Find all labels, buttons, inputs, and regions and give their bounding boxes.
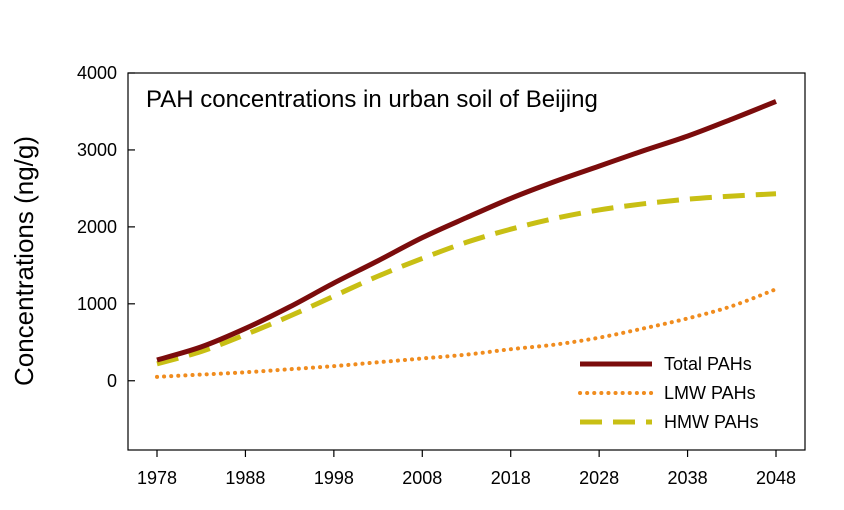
y-tick-label: 3000 (77, 140, 117, 160)
x-tick-label: 1998 (314, 468, 354, 488)
x-tick-label: 2028 (579, 468, 619, 488)
y-tick-label: 0 (107, 371, 117, 391)
legend: Total PAHs LMW PAHs HMW PAHs (578, 354, 759, 432)
legend-label-total-pahs: Total PAHs (664, 354, 752, 374)
series-lines (155, 99, 778, 379)
series-line-lmw-pahs (155, 287, 778, 379)
legend-label-lmw-pahs: LMW PAHs (664, 383, 756, 403)
series-line-total-pahs (156, 99, 777, 363)
x-tick-label: 2008 (402, 468, 442, 488)
x-tick-label: 2038 (668, 468, 708, 488)
x-tick-label: 1978 (137, 468, 177, 488)
plot-frame (127, 72, 806, 451)
legend-label-hmw-pahs: HMW PAHs (664, 412, 759, 432)
x-tick-label: 1988 (225, 468, 265, 488)
y-tick-label: 1000 (77, 294, 117, 314)
x-tick-label: 2048 (756, 468, 796, 488)
y-axis-title: Concentrations (ng/g) (9, 136, 39, 386)
y-tick-label: 4000 (77, 63, 117, 83)
x-axis: 1978 1988 1998 2008 2018 2028 2038 2048 (137, 450, 796, 488)
y-axis: 0 1000 2000 3000 4000 (77, 63, 135, 391)
chart-title: PAH concentrations in urban soil of Beij… (146, 86, 598, 113)
x-tick-label: 2018 (491, 468, 531, 488)
series-line-hmw-pahs (156, 191, 777, 367)
y-tick-label: 2000 (77, 217, 117, 237)
